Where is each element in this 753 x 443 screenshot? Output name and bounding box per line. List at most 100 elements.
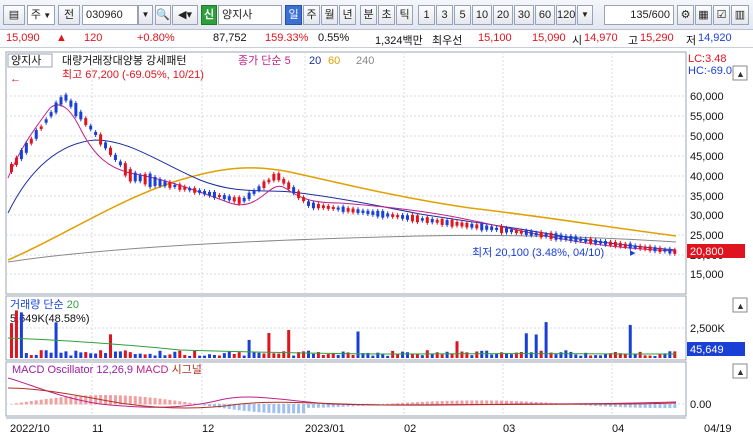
volume-bar (212, 355, 216, 358)
volume-bar (529, 352, 533, 358)
macd-histogram-bar (445, 400, 449, 405)
period-minute-button[interactable]: 분 (360, 5, 377, 25)
settings-icon[interactable]: ⚙ (677, 5, 694, 25)
candle-body (485, 225, 489, 230)
candle-body (242, 197, 246, 202)
candle-body (222, 195, 226, 200)
volume-bar (321, 354, 325, 358)
interval-60-button[interactable]: 60 (535, 5, 555, 25)
candle-body (440, 218, 444, 225)
grid-icon[interactable]: ▦ (695, 5, 712, 25)
data-count-field[interactable]: 135/600 (604, 5, 674, 25)
volume-bar (401, 351, 405, 358)
volume-bar (623, 354, 627, 358)
candle-body (217, 195, 221, 198)
volume-bar (326, 354, 330, 358)
date-tick-02: 02 (404, 423, 416, 435)
macd-histogram-bar (608, 404, 612, 407)
volume-bar (173, 351, 177, 358)
volume-bar (460, 351, 464, 358)
candle-body (346, 208, 350, 212)
candle-body (331, 206, 335, 210)
volume-panel-button[interactable] (732, 297, 748, 313)
macd-panel[interactable] (5, 361, 687, 417)
macd-histogram-bar (485, 400, 489, 405)
interval-5-button[interactable]: 5 (454, 5, 471, 25)
volume-bar (10, 323, 13, 358)
panel-scroll-button[interactable] (732, 65, 748, 81)
volume-bar (297, 352, 301, 358)
macd-histogram-bar (465, 400, 469, 405)
volume-bar (29, 355, 33, 358)
search-icon[interactable]: 🔍 (155, 5, 171, 25)
volume-bar (84, 352, 88, 358)
chevron-down-icon: ▼ (40, 11, 52, 20)
candle-body (544, 233, 548, 237)
candle-body (128, 169, 132, 182)
interval-10-button[interactable]: 10 (472, 5, 492, 25)
volume-bars (10, 310, 677, 358)
volume-bar (505, 353, 508, 358)
volume-bar (465, 352, 469, 358)
macd-histogram-bar (123, 395, 127, 405)
interval-3-button[interactable]: 3 (436, 5, 453, 25)
period-year-button[interactable]: 년 (339, 5, 356, 25)
candle-body (14, 157, 18, 165)
volume-bar (386, 355, 390, 358)
macd-histogram-bar (297, 404, 301, 414)
chart-menu-icon[interactable]: ▤ (3, 5, 25, 25)
price-panel[interactable] (5, 51, 687, 295)
macd-histogram-bar (668, 404, 672, 409)
stock-code-input[interactable]: 030960 (82, 5, 138, 25)
price-tick-30000: 30,000 (690, 210, 724, 222)
interval-120-button[interactable]: 120 (556, 5, 576, 25)
period-month-button[interactable]: 월 (321, 5, 338, 25)
volume-bar (604, 353, 607, 358)
volume-bar (287, 330, 291, 358)
interval-dropdown-icon[interactable]: ▼ (577, 5, 593, 25)
macd-panel-button[interactable] (732, 363, 748, 379)
volume-title: 거래량 단순 20 (10, 298, 79, 311)
volume-bar (272, 353, 276, 358)
checkbox-icon[interactable]: ☑ (713, 5, 730, 25)
macd-histogram-bar (460, 400, 464, 405)
period-select[interactable]: 주 ▼ (27, 5, 55, 25)
volume-bar (485, 350, 489, 358)
layout-icon[interactable]: ▥ (731, 5, 749, 25)
interval-30-button[interactable]: 30 (514, 5, 534, 25)
period-day-button[interactable]: 일 (285, 5, 302, 25)
candle-body (198, 190, 202, 193)
speaker-icon[interactable]: ◀▾ (172, 5, 198, 25)
macd-histogram-bar (138, 396, 142, 405)
candle-body (529, 231, 533, 236)
volume-bar (118, 351, 122, 358)
volume-bar (500, 352, 504, 358)
period-week-button[interactable]: 주 (303, 5, 320, 25)
stock-code-dropdown-icon[interactable]: ▼ (138, 5, 153, 25)
volume-bar (208, 354, 211, 358)
volume-bar (14, 310, 18, 358)
macd-histogram-bar (594, 404, 598, 406)
macd-histogram-bar (84, 395, 88, 405)
macd-histogram-bar (321, 404, 325, 408)
prev-button[interactable]: 전 (58, 5, 80, 25)
candle-body (143, 174, 147, 185)
macd-histogram-bar (638, 404, 642, 408)
candle-body (480, 223, 484, 231)
period-tick-button[interactable]: 틱 (396, 5, 413, 25)
stock-chart[interactable]: 양지사 대량거래장대양봉 강세패턴 종가 단순 5 20 60 240 ← 최고… (0, 48, 753, 440)
candle-body (401, 214, 405, 219)
volume-bar (584, 352, 588, 358)
macd-histogram-bar (455, 400, 459, 405)
macd-histogram-bar (613, 404, 617, 407)
macd-label: MACD (136, 364, 168, 376)
interval-20-button[interactable]: 20 (493, 5, 513, 25)
macd-histogram-bar (539, 402, 543, 405)
macd-histogram-bar (89, 395, 93, 405)
macd-histogram-bar (118, 395, 122, 405)
macd-histogram-bar (252, 404, 256, 412)
stock-label-box[interactable] (7, 53, 53, 68)
period-second-button[interactable]: 초 (378, 5, 395, 25)
interval-1-button[interactable]: 1 (418, 5, 435, 25)
candle-body (475, 224, 479, 229)
